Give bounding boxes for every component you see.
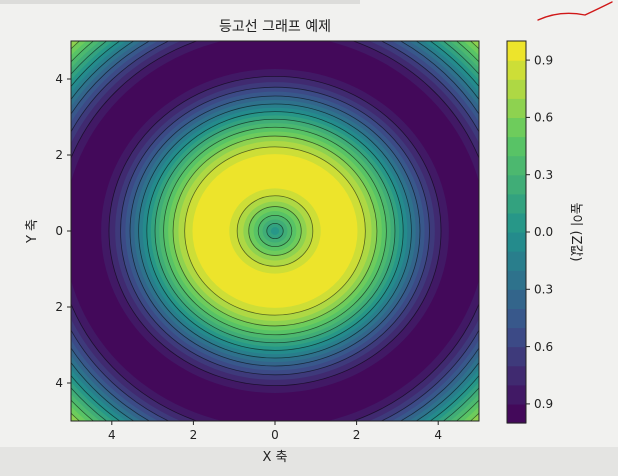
x-axis-ticks: 4 2 0 2 4 bbox=[108, 421, 442, 442]
colorbar-segment bbox=[507, 117, 526, 138]
colorbar-segment bbox=[507, 60, 526, 80]
contour-line bbox=[154, 118, 396, 344]
x-axis-label: X 축 bbox=[263, 450, 288, 465]
colorbar-tick-label: 0.9 bbox=[534, 53, 553, 67]
y-tick-label: 2 bbox=[55, 148, 63, 162]
colorbar-tick-label: 0.0 bbox=[534, 225, 553, 239]
colorbar-tick-label: 0.6 bbox=[534, 111, 553, 125]
colorbar-tick-label: 0.3 bbox=[534, 168, 553, 182]
colorbar-segment bbox=[507, 251, 526, 271]
bottom-strip bbox=[0, 447, 618, 476]
colorbar-segment bbox=[507, 403, 526, 424]
contour-line bbox=[129, 95, 421, 367]
colorbar-segment bbox=[507, 174, 526, 195]
x-tick-label: 2 bbox=[190, 428, 198, 442]
colorbar-label: 높이 (Z값) bbox=[568, 202, 583, 261]
colorbar-tick-label: 0.9 bbox=[534, 397, 553, 411]
contour-line bbox=[163, 126, 387, 336]
colorbar-segment bbox=[507, 98, 526, 118]
contour-line bbox=[138, 103, 412, 359]
contour-line bbox=[172, 135, 378, 327]
contour-line bbox=[248, 206, 302, 256]
colorbar-segment bbox=[507, 79, 526, 99]
colorbar-segment bbox=[507, 346, 526, 367]
contour-band bbox=[270, 227, 280, 235]
colorbar-segment bbox=[507, 365, 526, 386]
colorbar-tick-label: 0.3 bbox=[534, 283, 553, 297]
contour-line bbox=[120, 86, 430, 376]
colorbar-segment bbox=[507, 270, 526, 290]
handwritten-annotation-mark bbox=[537, 1, 613, 21]
y-axis-label: Y 축 bbox=[25, 219, 40, 244]
contour-lines bbox=[71, 41, 479, 421]
colorbar-segment bbox=[507, 289, 526, 309]
contour-line bbox=[146, 111, 404, 351]
y-tick-label: 0 bbox=[55, 224, 63, 238]
contour-line bbox=[257, 214, 293, 248]
colorbar bbox=[507, 41, 526, 424]
contour-line bbox=[236, 195, 314, 267]
top-strip bbox=[0, 0, 360, 4]
y-tick-label: 4 bbox=[55, 72, 63, 86]
colorbar-segment bbox=[507, 232, 526, 252]
colorbar-segment bbox=[507, 155, 526, 176]
y-axis-ticks: 4 2 0 2 4 bbox=[55, 72, 71, 390]
x-tick-label: 4 bbox=[108, 428, 116, 442]
x-tick-label: 2 bbox=[353, 428, 361, 442]
contour-line bbox=[108, 75, 442, 387]
colorbar-segment bbox=[507, 327, 526, 348]
colorbar-segment bbox=[507, 212, 526, 233]
colorbar-segment bbox=[507, 384, 526, 405]
x-tick-label: 0 bbox=[271, 428, 279, 442]
y-tick-label: 2 bbox=[55, 300, 63, 314]
contour-line bbox=[266, 222, 284, 240]
contour-line bbox=[184, 146, 366, 316]
colorbar-ticks: 0.9 0.6 0.3 0.0 0.3 0.6 0.9 bbox=[526, 53, 553, 411]
y-tick-label: 4 bbox=[55, 376, 63, 390]
colorbar-segment bbox=[507, 41, 526, 61]
colorbar-tick-label: 0.6 bbox=[534, 340, 553, 354]
colorbar-segment bbox=[507, 308, 526, 329]
colorbar-segment bbox=[507, 193, 526, 214]
chart-title: 등고선 그래프 예제 bbox=[219, 19, 331, 35]
colorbar-segment bbox=[507, 136, 526, 157]
x-tick-label: 4 bbox=[434, 428, 442, 442]
